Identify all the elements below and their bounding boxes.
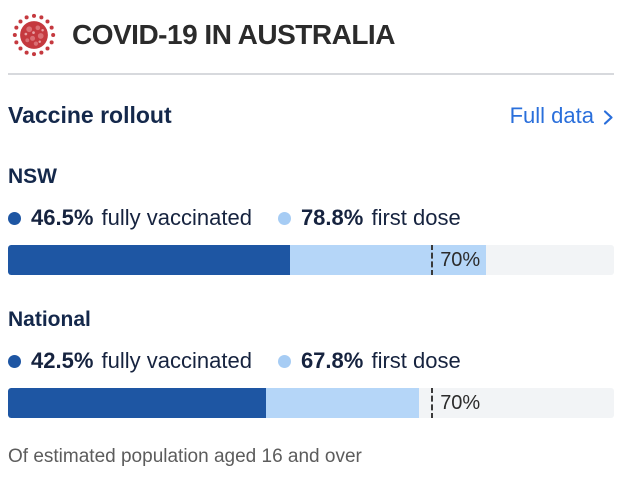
full-data-link[interactable]: Full data — [510, 103, 614, 129]
fully-vaccinated-label: fully vaccinated — [101, 348, 252, 373]
fully-vaccinated-pct: 42.5% — [31, 348, 94, 373]
target-70-line — [431, 245, 434, 275]
group-heading-national: National — [8, 308, 91, 331]
legend-text: 42.5% fully vaccinated — [31, 348, 252, 374]
target-70-line — [431, 388, 434, 418]
target-70-label: 70% — [440, 249, 481, 271]
group-heading-nsw: NSW — [8, 165, 57, 188]
progress-bar-national: 70% — [8, 388, 614, 418]
fully-vaccinated-label: fully vaccinated — [101, 205, 252, 230]
legend-text: 78.8% first dose — [301, 205, 461, 231]
legend-national: 42.5% fully vaccinated 67.8% first dose — [8, 348, 614, 374]
full-data-label: Full data — [509, 103, 594, 128]
section-title: Vaccine rollout — [8, 102, 172, 128]
legend-item-fully-vaccinated: 46.5% fully vaccinated — [8, 205, 252, 231]
group-national: National 42.5% fully vaccinated 67.8% fi… — [8, 308, 614, 418]
legend-text: 67.8% first dose — [301, 348, 461, 374]
progress-bar-nsw: 70% — [8, 245, 614, 275]
legend-item-fully-vaccinated: 42.5% fully vaccinated — [8, 348, 252, 374]
legend-text: 46.5% fully vaccinated — [31, 205, 252, 231]
first-dose-dot-icon — [277, 354, 291, 368]
footnote: Of estimated population aged 16 and over — [8, 446, 362, 467]
legend-item-first-dose: 67.8% first dose — [277, 348, 461, 374]
legend-item-first-dose: 78.8% first dose — [277, 205, 461, 231]
chevron-right-icon — [603, 109, 613, 125]
fully-vaccinated-dot-icon — [8, 354, 21, 368]
legend-nsw: 46.5% fully vaccinated 78.8% first dose — [8, 205, 614, 231]
first-dose-pct: 78.8% — [300, 205, 364, 230]
fully-vaccinated-segment — [8, 388, 266, 418]
covid-widget: COVID-19 IN AUSTRALIA Vaccine rollout Fu… — [8, 12, 614, 467]
target-70-label: 70% — [440, 392, 481, 414]
fully-vaccinated-dot-icon — [8, 211, 21, 225]
fully-vaccinated-pct: 46.5% — [31, 205, 94, 230]
first-dose-pct: 67.8% — [300, 348, 364, 373]
section-header: Vaccine rollout Full data — [8, 102, 614, 129]
widget-header: COVID-19 IN AUSTRALIA — [8, 12, 614, 58]
header-divider — [8, 73, 614, 75]
first-dose-dot-icon — [277, 211, 291, 225]
first-dose-label: first dose — [371, 348, 461, 373]
first-dose-label: first dose — [371, 205, 461, 230]
group-nsw: NSW 46.5% fully vaccinated 78.8% first d… — [8, 165, 614, 275]
fully-vaccinated-segment — [8, 245, 290, 275]
app-title: COVID-19 IN AUSTRALIA — [72, 19, 395, 50]
virus-icon — [12, 13, 56, 57]
